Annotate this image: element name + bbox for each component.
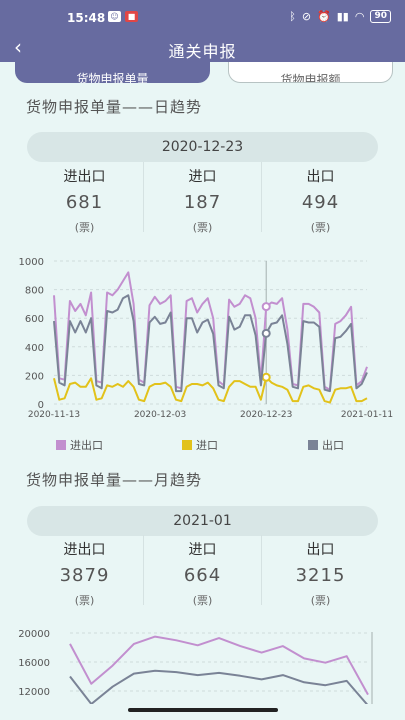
legend-swatch (56, 440, 66, 450)
stat-value: 494 (301, 192, 340, 213)
legend-item[interactable]: 进口 (182, 437, 218, 453)
y-tick-label: 800 (25, 286, 44, 297)
y-tick-label: 20000 (18, 629, 50, 640)
series-line (53, 294, 368, 393)
legend-label: 进口 (196, 439, 218, 452)
legend-swatch (308, 440, 318, 450)
stat-unit: (票) (74, 594, 95, 607)
home-indicator[interactable] (128, 708, 278, 712)
tab-bar: 货物申报单量 货物申报额 (0, 62, 405, 86)
monthly-date-picker[interactable]: 2021-01 (27, 506, 378, 536)
selected-point[interactable] (261, 372, 271, 382)
chevron-left-icon[interactable]: ‹ (14, 35, 22, 59)
stat-unit: (票) (310, 594, 331, 607)
status-system-icons: ᛒ ⊘ ⏰ ▮▮ ◠ 90 (289, 10, 391, 23)
mute-icon: ⊘ (301, 10, 312, 23)
stat-import: 进口 664 (票) (144, 535, 262, 607)
stat-unit: (票) (310, 221, 331, 234)
nav-bar: ‹ 通关申报 (0, 34, 405, 62)
monthly-section-title: 货物申报单量——月趋势 (26, 471, 203, 489)
y-tick-label: 1000 (19, 257, 44, 268)
daily-section-title: 货物申报单量——日趋势 (26, 98, 203, 116)
selected-point[interactable] (261, 328, 271, 338)
legend-swatch (182, 440, 192, 450)
stat-export: 出口 494 (票) (262, 162, 379, 234)
series-line (69, 669, 369, 704)
series-line (69, 635, 369, 696)
daily-trend-chart[interactable]: 0 200 400 600 800 1000 2020-11-13 2020-12-03 202… (0, 250, 405, 420)
tab-declaration-count[interactable]: 货物申报单量 (15, 62, 210, 83)
stat-label: 进出口 (63, 169, 106, 185)
bluetooth-icon: ᛒ (289, 10, 296, 23)
status-time: 15:48 (67, 11, 106, 25)
series-line (53, 271, 368, 391)
stat-label: 进出口 (63, 542, 106, 558)
stat-total: 进出口 681 (票) (26, 162, 144, 234)
y-tick-label: 200 (25, 371, 44, 382)
status-bar: 15:48 ☺ ■ ᛒ ⊘ ⏰ ▮▮ ◠ 90 (0, 0, 405, 34)
chat-notification-icon: ☺ (108, 11, 121, 22)
app-notification-icon: ■ (125, 11, 138, 22)
y-tick-label: 0 (38, 400, 44, 411)
daily-stats: 进出口 681 (票) 进口 187 (票) 出口 494 (票) (26, 162, 379, 234)
selected-point[interactable] (261, 302, 271, 312)
stat-value: 3879 (59, 565, 110, 586)
stat-value: 664 (183, 565, 222, 586)
monthly-trend-chart[interactable]: 12000 16000 20000 (0, 624, 405, 704)
series-line (53, 376, 368, 404)
stat-unit: (票) (74, 221, 95, 234)
tab-declaration-amount[interactable]: 货物申报额 (228, 62, 393, 83)
y-tick-label: 16000 (18, 658, 50, 669)
legend-item[interactable]: 出口 (308, 437, 344, 453)
x-tick-label: 2020-12-03 (134, 410, 186, 420)
legend-item[interactable]: 进出口 (56, 437, 103, 453)
stat-value: 3215 (295, 565, 346, 586)
stat-import: 进口 187 (票) (144, 162, 262, 234)
monthly-stats: 进出口 3879 (票) 进口 664 (票) 出口 3215 (票) (26, 535, 379, 607)
y-tick-label: 600 (25, 314, 44, 325)
page-title: 通关申报 (168, 42, 237, 61)
stat-label: 进口 (188, 542, 217, 558)
tab-label: 货物申报单量 (76, 72, 149, 83)
stat-total: 进出口 3879 (票) (26, 535, 144, 607)
stat-label: 出口 (306, 542, 335, 558)
battery-icon: 90 (370, 10, 391, 23)
y-tick-label: 12000 (18, 687, 50, 698)
x-tick-label: 2020-11-13 (28, 410, 80, 420)
stat-value: 187 (183, 192, 222, 213)
alarm-icon: ⏰ (317, 10, 331, 23)
stat-value: 681 (65, 192, 104, 213)
y-tick-label: 400 (25, 343, 44, 354)
stat-label: 出口 (306, 169, 335, 185)
daily-chart-legend: 进出口 进口 出口 (0, 437, 405, 455)
status-notification-icons: ☺ ■ (108, 11, 138, 22)
stat-unit: (票) (192, 594, 213, 607)
x-tick-label: 2021-01-11 (341, 410, 393, 420)
legend-label: 出口 (322, 439, 344, 452)
wifi-icon: ◠ (354, 10, 365, 23)
stat-export: 出口 3215 (票) (262, 535, 379, 607)
signal-icon: ▮▮ (336, 10, 349, 23)
stat-label: 进口 (188, 169, 217, 185)
legend-label: 进出口 (70, 439, 103, 452)
x-tick-label: 2020-12-23 (240, 410, 292, 420)
tab-label: 货物申报额 (280, 73, 341, 83)
daily-date-picker[interactable]: 2020-12-23 (27, 132, 378, 162)
stat-unit: (票) (192, 221, 213, 234)
